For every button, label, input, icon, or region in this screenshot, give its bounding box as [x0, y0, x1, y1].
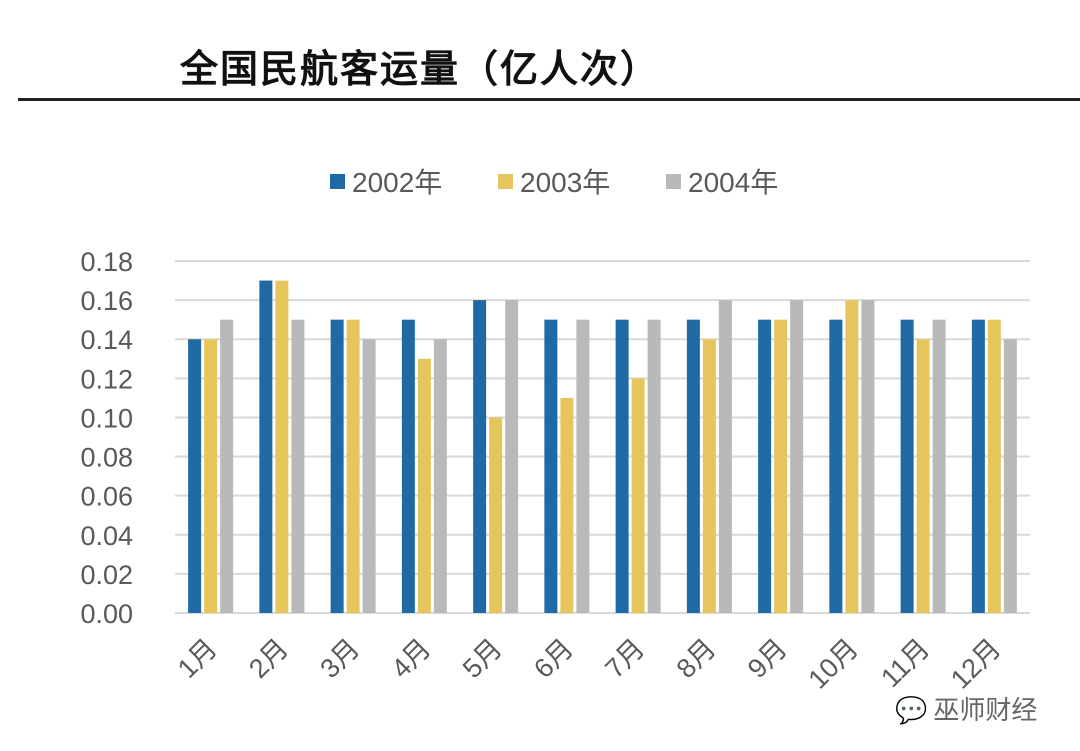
y-tick-label: 0.04 [80, 521, 133, 551]
watermark: 💬 巫师财经 [895, 690, 1037, 727]
bar-2004年-3月 [362, 339, 376, 613]
page-title: 全国民航客运量（亿人次） [180, 46, 661, 91]
bar-2004年-12月 [1003, 339, 1017, 613]
bar-2003年-9月 [774, 319, 788, 613]
bar-2004年-7月 [647, 319, 661, 613]
title-divider [18, 98, 1080, 101]
legend-label: 2002年 [352, 167, 442, 198]
bar-2002年-12月 [971, 319, 985, 613]
bar-2002年-4月 [401, 319, 415, 613]
legend-label: 2004年 [688, 167, 778, 198]
bar-2004年-2月 [291, 319, 305, 613]
bar-2002年-8月 [686, 319, 700, 613]
x-tick-label: 3月 [314, 633, 365, 684]
bar-2002年-11月 [900, 319, 914, 613]
x-tick-label: 6月 [528, 633, 579, 684]
bar-2004年-5月 [505, 300, 519, 613]
bar-2002年-5月 [473, 300, 487, 613]
bar-2003年-7月 [631, 378, 645, 613]
x-tick-label: 4月 [386, 633, 437, 684]
x-tick-label: 2月 [243, 633, 294, 684]
bar-2003年-1月 [204, 339, 218, 613]
bar-2004年-6月 [576, 319, 590, 613]
bar-2002年-6月 [544, 319, 558, 613]
y-tick-label: 0.08 [80, 443, 133, 473]
bar-2002年-10月 [829, 319, 843, 613]
x-tick-label: 7月 [599, 633, 650, 684]
legend-label: 2003年 [520, 167, 610, 198]
bar-2002年-2月 [259, 280, 273, 613]
y-tick-label: 0.00 [80, 599, 133, 629]
x-tick-label: 8月 [671, 633, 722, 684]
bar-2004年-9月 [790, 300, 804, 613]
x-tick-label: 12月 [945, 633, 1007, 695]
y-tick-label: 0.12 [80, 364, 133, 394]
bar-2004年-10月 [861, 300, 875, 613]
bar-2003年-11月 [916, 339, 930, 613]
bar-2004年-8月 [718, 300, 732, 613]
bar-2002年-3月 [330, 319, 344, 613]
bar-2003年-3月 [346, 319, 360, 613]
bar-2003年-4月 [417, 358, 431, 613]
bar-2003年-10月 [845, 300, 859, 613]
x-tick-label: 11月 [875, 633, 935, 693]
y-tick-label: 0.06 [80, 482, 133, 512]
bar-2003年-8月 [702, 339, 716, 613]
y-tick-label: 0.10 [80, 403, 133, 433]
x-tick-label: 5月 [457, 633, 508, 684]
bar-2003年-5月 [489, 417, 503, 613]
x-tick-label: 9月 [742, 633, 793, 684]
x-tick-label: 1月 [172, 633, 223, 684]
y-tick-label: 0.18 [80, 247, 133, 277]
legend-swatch [330, 174, 345, 189]
wechat-icon: 💬 [895, 696, 928, 726]
bar-2004年-4月 [433, 339, 447, 613]
bar-2003年-12月 [987, 319, 1001, 613]
x-tick-label: 10月 [803, 633, 865, 695]
bar-2004年-1月 [220, 319, 234, 613]
legend-swatch [666, 174, 681, 189]
y-tick-label: 0.14 [80, 325, 133, 355]
bar-2003年-2月 [275, 280, 289, 613]
bar-2004年-11月 [932, 319, 946, 613]
bar-2003年-6月 [560, 397, 574, 613]
bar-2002年-1月 [188, 339, 202, 613]
bar-2002年-7月 [615, 319, 629, 613]
y-tick-label: 0.16 [80, 286, 133, 316]
y-tick-label: 0.02 [80, 560, 133, 590]
watermark-text: 巫师财经 [933, 696, 1038, 726]
bar-2002年-9月 [758, 319, 772, 613]
legend-swatch [498, 174, 513, 189]
